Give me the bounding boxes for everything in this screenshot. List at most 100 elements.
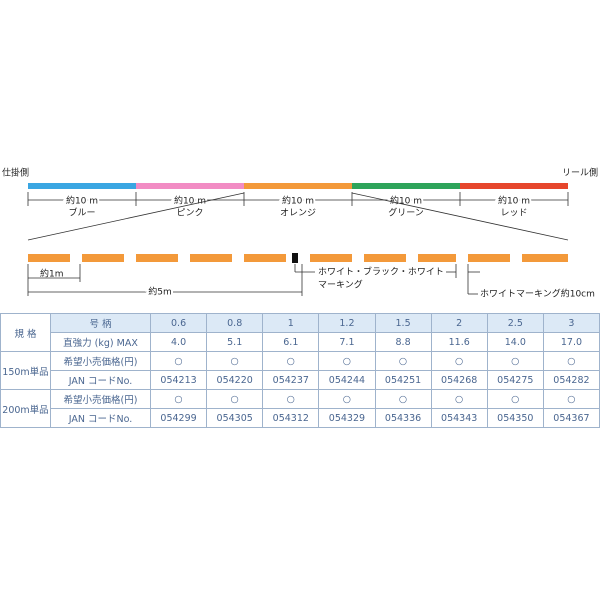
color-segment [460, 183, 568, 189]
color-segment [28, 183, 136, 189]
price: ○ [374, 389, 432, 409]
price-label: 希望小売価格(円) [50, 351, 151, 371]
jan-code: 054312 [262, 408, 320, 428]
white-marking [232, 254, 244, 262]
strength-label: 直強力 (kg) MAX [50, 332, 151, 352]
one-m-label: 約1m [40, 268, 64, 280]
zoom-line [27, 192, 245, 241]
price: ○ [486, 389, 544, 409]
segment-length: 約10 m [498, 195, 530, 207]
strength: 7.1 [318, 332, 376, 352]
jan-code: 054343 [430, 408, 488, 428]
jan-code: 054282 [542, 370, 600, 390]
price: ○ [149, 389, 208, 409]
jan-code: 054237 [262, 370, 320, 390]
size: 2 [430, 313, 488, 333]
jan-label: JAN コードNo. [50, 370, 151, 390]
price: ○ [542, 389, 600, 409]
black-marking [292, 253, 298, 263]
strength: 17.0 [542, 332, 600, 352]
strength: 8.8 [374, 332, 432, 352]
color-segment [136, 183, 244, 189]
price: ○ [206, 351, 264, 371]
right-end: リール側 [562, 167, 598, 179]
jan-code: 054268 [430, 370, 488, 390]
jan-code: 054220 [206, 370, 264, 390]
group-name: 150m単品 [0, 351, 51, 390]
zoom-line [351, 192, 569, 241]
segment-color: グリーン [388, 207, 424, 219]
price: ○ [318, 389, 376, 409]
five-m-label: 約5m [148, 286, 172, 298]
size: 2.5 [486, 313, 544, 333]
spec-table: 規 格号 柄 0.6 0.8 1 1.2 1.5 2 2.5 3 直強力 (kg) MAX 4.0 5… [0, 313, 600, 428]
price: ○ [318, 351, 376, 371]
segment-length: 約10 m [390, 195, 422, 207]
jan-code: 054275 [486, 370, 544, 390]
segment-length: 約10 m [282, 195, 314, 207]
price-label: 希望小売価格(円) [50, 389, 151, 409]
table-row: 200m単品 希望小売価格(円) ○ ○ ○ ○ ○ ○ ○ ○ [0, 389, 600, 428]
price: ○ [430, 389, 488, 409]
jan-code: 054251 [374, 370, 432, 390]
jan-code: 054305 [206, 408, 264, 428]
left-end: 仕掛側 [2, 167, 29, 179]
white-marking [510, 254, 522, 262]
table-row: 規 格号 柄 0.6 0.8 1 1.2 1.5 2 2.5 3 [0, 313, 600, 352]
table-row: 直強力 (kg) MAX 4.0 5.1 6.1 7.1 8.8 11.6 14.0 17.0 [1, 332, 600, 352]
white-marking [352, 254, 364, 262]
white-marking [456, 254, 468, 262]
jan-code: 054213 [149, 370, 208, 390]
strength: 6.1 [262, 332, 320, 352]
size: 0.6 [149, 313, 208, 333]
jan-code: 054367 [542, 408, 600, 428]
size-label: 号 柄 [50, 313, 151, 333]
price: ○ [262, 351, 320, 371]
size: 1.5 [374, 313, 432, 333]
strength: 14.0 [486, 332, 544, 352]
color-segment [244, 183, 352, 189]
strength: 4.0 [149, 332, 208, 352]
white-marking-label: ホワイトマーキング約10cm [480, 288, 595, 300]
strength: 5.1 [206, 332, 264, 352]
price: ○ [430, 351, 488, 371]
jan-code: 054244 [318, 370, 376, 390]
color-segment [352, 183, 460, 189]
size: 1 [262, 313, 320, 333]
jan-code: 054336 [374, 408, 432, 428]
segment-color: オレンジ [280, 208, 316, 219]
spec-label: 規 格 [0, 313, 51, 352]
segment-color: ピンク [176, 208, 203, 219]
jan-code: 054329 [318, 408, 376, 428]
jan-code: 054350 [486, 408, 544, 428]
white-marking [298, 254, 310, 262]
jan-code: 054299 [149, 408, 208, 428]
table-row: 150m単品 希望小売価格(円) ○ ○ ○ ○ ○ ○ ○ ○ [0, 351, 600, 390]
marking-label: ホワイト・ブラック・ホワイト [318, 266, 444, 278]
table-row: JAN コードNo. 054299 054305 054312 054329 054336… [1, 408, 600, 428]
size: 1.2 [318, 313, 376, 333]
strength: 11.6 [430, 332, 488, 352]
group-name: 200m単品 [0, 389, 51, 428]
segment-color: ブルー [68, 207, 95, 219]
white-marking [124, 254, 136, 262]
segment-color: レッド [500, 209, 527, 219]
price: ○ [374, 351, 432, 371]
marking-label: マーキング [318, 279, 363, 291]
price: ○ [206, 389, 264, 409]
price: ○ [486, 351, 544, 371]
segment-length: 約10 m [66, 195, 98, 207]
white-marking [406, 254, 418, 262]
price: ○ [262, 389, 320, 409]
size: 0.8 [206, 313, 264, 333]
white-marking [70, 254, 82, 262]
price: ○ [542, 351, 600, 371]
table-row: JAN コードNo. 054213 054220 054237 054244 054251… [1, 370, 600, 390]
price: ○ [149, 351, 208, 371]
jan-label: JAN コードNo. [50, 408, 151, 428]
dimension-lines [27, 264, 480, 296]
size: 3 [542, 313, 600, 333]
segment-length: 約10 m [174, 195, 206, 207]
